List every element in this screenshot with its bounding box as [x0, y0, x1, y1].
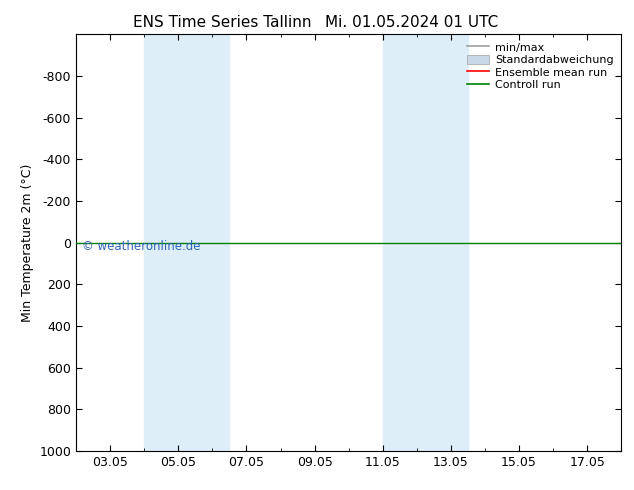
Bar	[383, 34, 468, 451]
Text: ENS Time Series Tallinn: ENS Time Series Tallinn	[133, 15, 311, 30]
Text: Mi. 01.05.2024 01 UTC: Mi. 01.05.2024 01 UTC	[325, 15, 499, 30]
Text: © weatheronline.de: © weatheronline.de	[82, 241, 200, 253]
Y-axis label: Min Temperature 2m (°C): Min Temperature 2m (°C)	[21, 163, 34, 322]
Legend: min/max, Standardabweichung, Ensemble mean run, Controll run: min/max, Standardabweichung, Ensemble me…	[465, 40, 616, 93]
Bar	[144, 34, 230, 451]
